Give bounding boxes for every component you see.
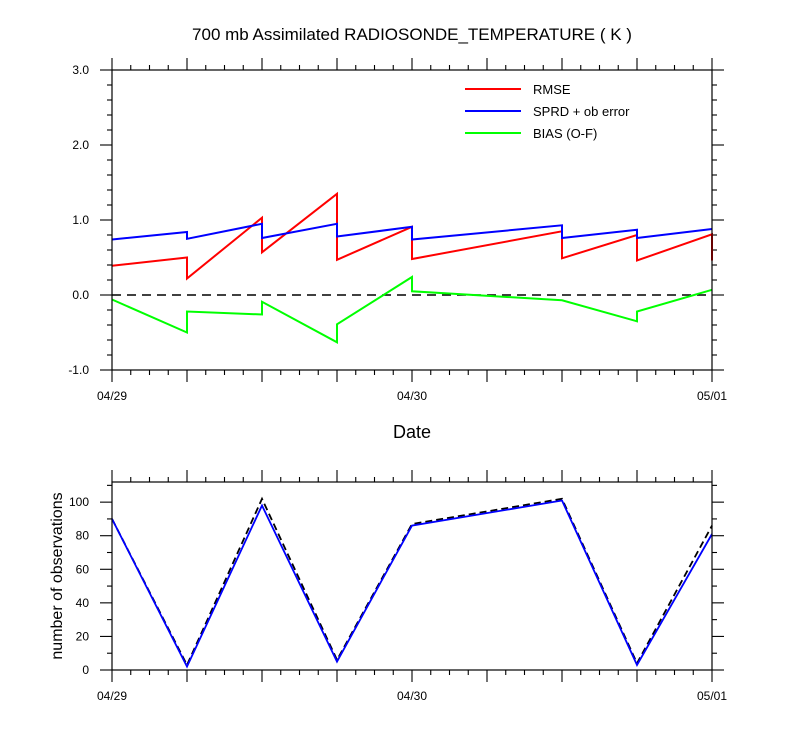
y-tick-label: 60 <box>76 562 90 576</box>
series-line-bias-o-f <box>111 275 713 344</box>
y-tick-label: 1.0 <box>72 213 89 227</box>
series-line-sprd-ob-error <box>111 222 713 241</box>
y-tick-label: 0.0 <box>72 288 89 302</box>
legend-label-bias: BIAS (O-F) <box>533 126 597 141</box>
legend-label-sprd: SPRD + ob error <box>533 104 630 119</box>
y-axis-label-observations: number of observations <box>49 492 66 659</box>
x-tick-label: 05/01 <box>697 389 727 403</box>
bottom-panel: 0 20 40 60 80 100 04/29 04/30 05/01 number of o… <box>49 470 727 703</box>
top-series <box>111 191 713 344</box>
bottom-plot-frame <box>111 481 713 671</box>
chart-title: 700 mb Assimilated RADIOSONDE_TEMPERATUR… <box>192 25 632 44</box>
y-tick-label: 40 <box>76 596 90 610</box>
x-axis-label: Date <box>393 422 431 442</box>
x-tick-label: 04/30 <box>397 689 427 703</box>
y-tick-label: -1.0 <box>68 363 89 377</box>
x-tick-label: 04/29 <box>97 389 127 403</box>
y-tick-label: 2.0 <box>72 138 89 152</box>
top-plot-frame <box>111 69 713 371</box>
y-tick-label: 80 <box>76 529 90 543</box>
y-tick-label: 100 <box>69 495 89 509</box>
top-ticks <box>100 58 724 382</box>
top-y-tick-labels: -1.0 0.0 1.0 2.0 3.0 <box>68 63 89 377</box>
y-tick-label: 0 <box>82 663 89 677</box>
bottom-x-tick-labels: 04/29 04/30 05/01 <box>97 689 727 703</box>
y-tick-label: 3.0 <box>72 63 89 77</box>
x-tick-label: 04/30 <box>397 389 427 403</box>
y-tick-label: 20 <box>76 629 90 643</box>
x-tick-label: 05/01 <box>697 689 727 703</box>
series-line-assimilated <box>111 499 713 669</box>
legend: RMSE SPRD + ob error BIAS (O-F) <box>465 82 630 141</box>
top-panel: 700 mb Assimilated RADIOSONDE_TEMPERATUR… <box>68 25 727 442</box>
top-x-tick-labels: 04/29 04/30 05/01 <box>97 389 727 403</box>
bottom-series <box>111 496 713 669</box>
bottom-y-tick-labels: 0 20 40 60 80 100 <box>69 495 89 677</box>
legend-label-rmse: RMSE <box>533 82 571 97</box>
series-line-possible <box>111 496 713 668</box>
x-tick-label: 04/29 <box>97 689 127 703</box>
bottom-ticks <box>100 470 724 682</box>
